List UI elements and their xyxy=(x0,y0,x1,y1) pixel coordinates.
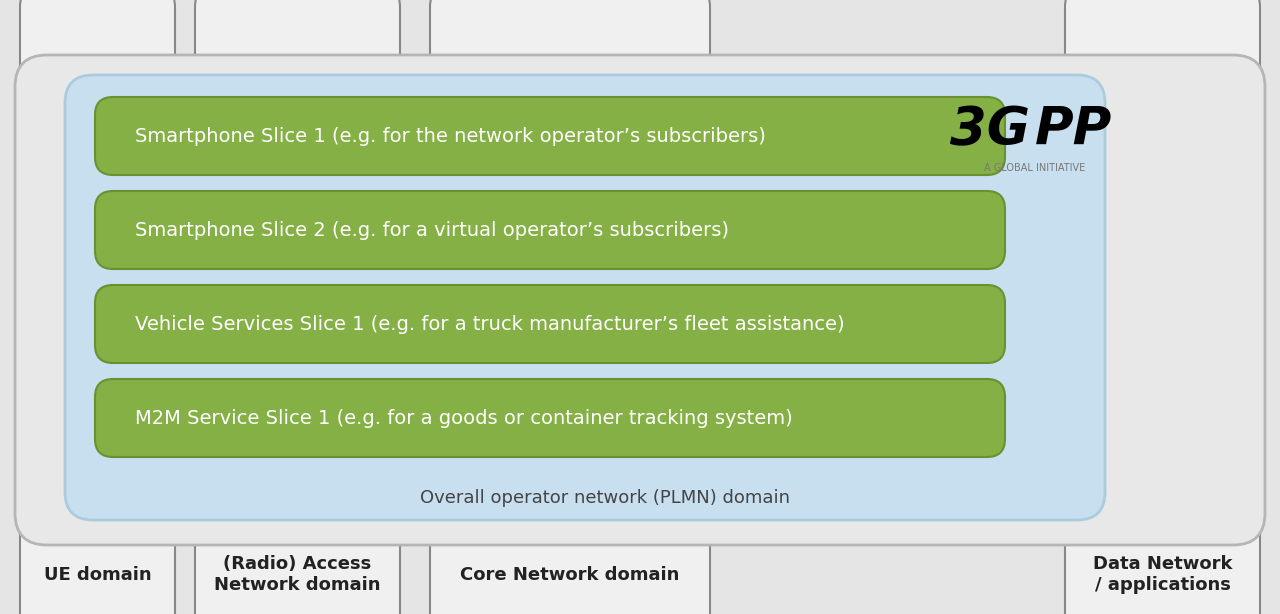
Text: Vehicle Services Slice 1 (e.g. for a truck manufacturer’s fleet assistance): Vehicle Services Slice 1 (e.g. for a tru… xyxy=(134,314,845,333)
FancyBboxPatch shape xyxy=(20,505,175,614)
Text: Smartphone Slice 2 (e.g. for a virtual operator’s subscribers): Smartphone Slice 2 (e.g. for a virtual o… xyxy=(134,220,730,239)
FancyBboxPatch shape xyxy=(95,191,1005,269)
Text: UE domain: UE domain xyxy=(44,565,151,583)
Text: (Radio) Access
Network domain: (Radio) Access Network domain xyxy=(214,555,380,594)
Text: Data Network
/ applications: Data Network / applications xyxy=(1093,555,1233,594)
Text: A GLOBAL INITIATIVE: A GLOBAL INITIATIVE xyxy=(984,163,1085,173)
FancyBboxPatch shape xyxy=(1065,0,1260,120)
FancyBboxPatch shape xyxy=(195,0,399,120)
Text: Overall operator network (PLMN) domain: Overall operator network (PLMN) domain xyxy=(420,489,790,507)
Text: 3G: 3G xyxy=(950,104,1030,156)
FancyBboxPatch shape xyxy=(195,505,399,614)
FancyBboxPatch shape xyxy=(95,285,1005,363)
FancyBboxPatch shape xyxy=(15,55,1265,545)
FancyBboxPatch shape xyxy=(430,505,710,614)
FancyBboxPatch shape xyxy=(95,97,1005,175)
FancyBboxPatch shape xyxy=(95,379,1005,457)
FancyBboxPatch shape xyxy=(1065,505,1260,614)
Text: Core Network domain: Core Network domain xyxy=(461,565,680,583)
FancyBboxPatch shape xyxy=(430,0,710,120)
FancyBboxPatch shape xyxy=(65,75,1105,520)
Text: Smartphone Slice 1 (e.g. for the network operator’s subscribers): Smartphone Slice 1 (e.g. for the network… xyxy=(134,126,765,146)
Text: PP: PP xyxy=(1036,104,1112,156)
FancyBboxPatch shape xyxy=(20,0,175,120)
Text: M2M Service Slice 1 (e.g. for a goods or container tracking system): M2M Service Slice 1 (e.g. for a goods or… xyxy=(134,408,792,427)
